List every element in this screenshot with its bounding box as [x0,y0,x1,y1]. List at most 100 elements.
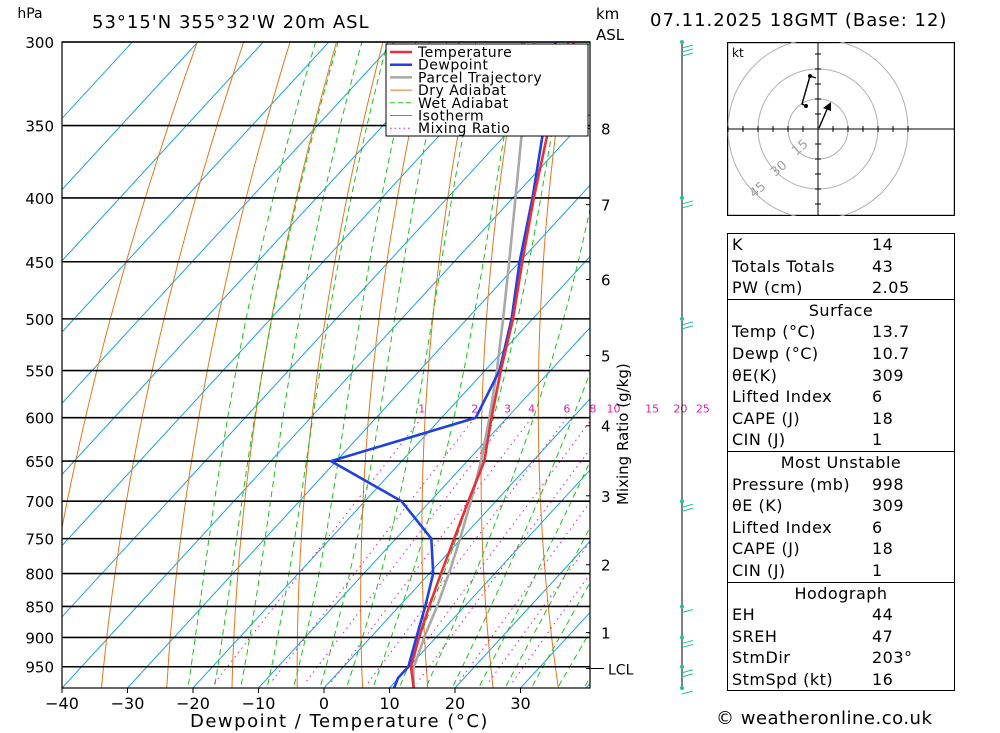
wind-barbs [680,40,694,695]
dry-adiabat-line [647,42,689,688]
parcel-trajectory-line [412,42,536,688]
hodograph-row: StmSpd (kt) 16 [728,669,954,691]
mixing-ratio-tick-label: 20 [673,403,687,416]
wind-barb [681,639,694,644]
isotherm-line [258,326,590,688]
wet-adiabat-line [319,42,448,688]
isotherm-line [62,42,395,404]
surface-value: 309 [872,365,905,385]
most-unstable-value: 18 [872,539,894,559]
temperature-tick-label: −40 [45,694,79,713]
isotherm-line [62,42,199,191]
hodograph-row: SREH 47 [728,626,954,648]
wind-barb-dot [680,316,684,321]
surface-value: 1 [872,430,883,450]
isotherm-line [62,42,330,333]
most-unstable-label: Pressure (mb) [732,474,851,494]
x-axis-label: Dewpoint / Temperature (°C) [190,711,489,732]
hodograph-row: EH 44 [728,604,954,626]
dry-adiabat-line [700,42,721,688]
surface-row: Dewp (°C) 10.7 [728,343,954,365]
wet-adiabat-line [451,371,590,688]
dry-adiabat-line [166,42,291,688]
height-tick-label: 2 [601,557,611,575]
pw-value: 2.05 [872,278,910,298]
legend-label: Dry Adiabat [418,83,506,99]
most-unstable-row: CIN (J) 1 [728,560,954,582]
copyright: © weatheronline.co.uk [716,708,933,729]
wind-barb [681,608,694,613]
surface-row: Lifted Index 6 [728,386,954,408]
hodograph-value: 44 [872,605,894,625]
pressure-tick-label: 900 [25,629,54,647]
mixing-ratio-tick-label: 2 [471,403,478,416]
wind-barb [681,321,694,326]
mixing-ratio-line [394,420,590,684]
temperature-tick-label: −10 [242,694,276,713]
temperature-tick-label: 20 [445,694,465,713]
dry-adiabat-line [231,42,337,688]
temperature-tick-label: 10 [379,694,399,713]
hodograph-label: EH [732,605,756,625]
k-index-label: K [732,235,743,254]
height-tick-label: 8 [601,121,611,139]
surface-row: CIN (J) 1 [728,429,954,451]
surface-value: 13.7 [872,322,910,342]
height-tick-label: 7 [601,197,611,215]
mixing-ratio-tick-label: 10 [606,403,620,416]
surface-label: Temp (°C) [732,322,816,342]
totals-label: Totals Totals [732,256,835,276]
dry-adiabat-line [296,42,384,688]
wind-barb [681,325,694,330]
dry-adiabat-line [537,42,570,688]
isotherm-line [62,42,590,618]
mixing-ratio-tick-label: 15 [645,403,659,416]
wet-adiabat-line [478,460,590,688]
wind-barb-dot [680,40,684,44]
surface-row: Temp (°C) 13.7 [728,321,954,343]
location-title: 53°15'N 355°32'W 20m ASL [92,12,370,33]
legend-label: Dewpoint [418,58,489,74]
wind-barb-dot [680,604,684,609]
most-unstable-value: 309 [872,496,905,516]
mixing-ratio-tick-label: 6 [563,403,570,416]
wet-adiabat-line [292,42,417,688]
mixing-ratio-tick-label: 25 [696,403,710,416]
surface-label: CAPE (J) [732,408,801,428]
height-tick-label: 5 [601,348,611,366]
skewt-chart: 1 2 3 4 6 8 10 15 20 2530035040045050055060065070… [17,5,721,732]
wind-barb [681,503,694,508]
temperature-tick-label: −20 [176,694,210,713]
isotherm-line [62,42,264,262]
datetime: 07.11.2025 18GMT (Base: 12) [650,10,948,31]
mixing-ratio-line [304,417,508,684]
most-unstable-row: Lifted Index 6 [728,517,954,539]
mixing-ratio-line [367,417,568,684]
wind-barb [681,643,694,648]
surface-section: Surface Temp (°C) 13.7 Dewp (°C) 10.7 θE(K) 3… [728,298,954,451]
dry-adiabat-line [62,42,198,531]
pressure-tick-label: 350 [25,118,54,136]
surface-value: 18 [872,408,894,428]
mixing-ratio-axis-label: Mixing Ratio (g/kg) [614,363,632,505]
wet-adiabat-line [345,42,483,688]
mixing-ratio-tick-label: 8 [589,403,596,416]
pressure-tick-label: 550 [25,363,54,381]
surface-label: CIN (J) [732,430,786,450]
pressure-tick-label: 400 [25,190,54,208]
height-tick-label: 6 [601,272,611,290]
pressure-tick-label: 950 [25,659,54,677]
k-index-value: 14 [872,235,894,254]
most-unstable-value: 998 [872,474,905,494]
dry-adiabat-line [101,42,245,688]
wind-barb [681,44,694,49]
mixing-ratio-tick-label: 1 [418,403,425,416]
wet-adiabat-line [187,42,317,688]
pressure-tick-label: 500 [25,311,54,329]
isotherm-line [62,113,590,688]
most-unstable-row: Pressure (mb) 998 [728,474,954,496]
hodograph-label: StmSpd (kt) [732,669,834,689]
wind-barb-dot [680,195,684,200]
wind-barb [681,669,694,674]
